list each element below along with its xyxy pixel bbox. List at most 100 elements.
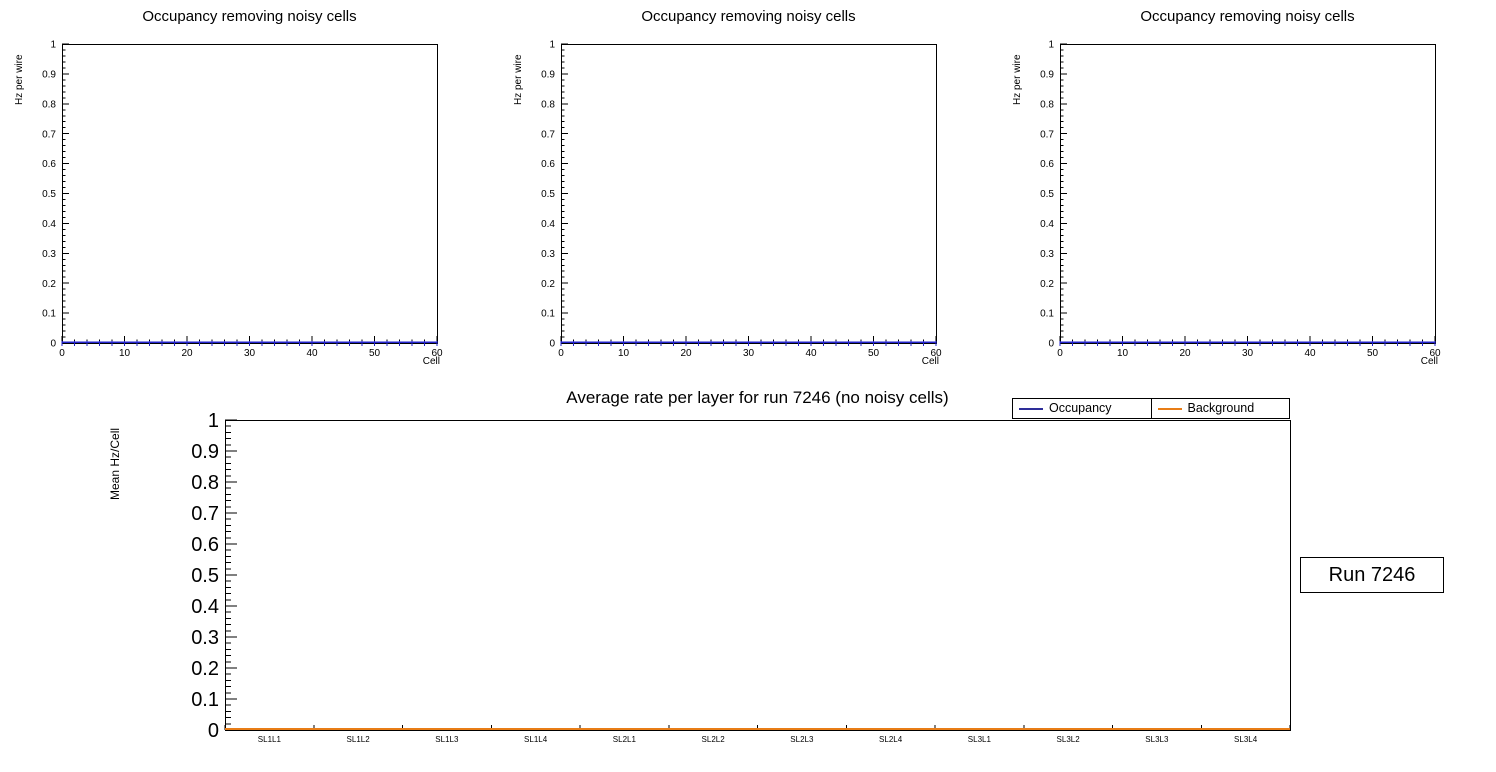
svg-text:SL1L1: SL1L1 xyxy=(258,735,282,744)
svg-text:10: 10 xyxy=(618,348,630,359)
svg-text:0.4: 0.4 xyxy=(1040,219,1054,230)
x-axis-title-occupancy-1: Cell xyxy=(422,356,440,367)
svg-text:0.4: 0.4 xyxy=(541,219,555,230)
svg-text:0.7: 0.7 xyxy=(1040,129,1054,140)
svg-text:0.8: 0.8 xyxy=(1040,99,1054,110)
svg-text:0: 0 xyxy=(558,348,564,359)
svg-text:0.2: 0.2 xyxy=(42,279,56,290)
svg-text:0.5: 0.5 xyxy=(541,189,555,200)
svg-text:10: 10 xyxy=(119,348,131,359)
x-axis-title-occupancy-3: Cell xyxy=(1420,356,1438,367)
svg-text:0: 0 xyxy=(1048,339,1054,350)
plot-area-occupancy-1: 00.10.20.30.40.50.60.70.80.910 10 20 30 40 50… xyxy=(42,40,443,359)
svg-text:0.9: 0.9 xyxy=(42,70,56,81)
svg-text:40: 40 xyxy=(306,348,318,359)
pad-occupancy-1: Occupancy removing noisy cells Hz per wi… xyxy=(0,0,498,375)
svg-text:60: 60 xyxy=(431,348,443,359)
svg-text:SL3L1: SL3L1 xyxy=(968,735,992,744)
legend: Occupancy Background xyxy=(1012,398,1290,419)
svg-text:50: 50 xyxy=(868,348,880,359)
run-number-label: Run 7246 xyxy=(1328,563,1416,586)
legend-label-background: Background xyxy=(1187,401,1255,416)
svg-text:0.7: 0.7 xyxy=(191,503,219,525)
chart-title-average-rate: Average rate per layer for run 7246 (no … xyxy=(566,388,949,407)
svg-text:40: 40 xyxy=(805,348,817,359)
chart-title-occupancy-2: Occupancy removing noisy cells xyxy=(641,8,856,25)
svg-text:0.7: 0.7 xyxy=(541,129,555,140)
legend-label-occupancy: Occupancy xyxy=(1049,401,1112,416)
svg-text:SL3L2: SL3L2 xyxy=(1057,735,1081,744)
svg-text:0.3: 0.3 xyxy=(1040,249,1054,260)
svg-text:0.8: 0.8 xyxy=(541,99,555,110)
svg-text:0.4: 0.4 xyxy=(191,596,219,618)
svg-text:20: 20 xyxy=(181,348,193,359)
svg-text:SL3L3: SL3L3 xyxy=(1145,735,1169,744)
svg-text:SL2L1: SL2L1 xyxy=(613,735,637,744)
svg-text:0: 0 xyxy=(59,348,65,359)
svg-text:0.8: 0.8 xyxy=(42,99,56,110)
svg-text:50: 50 xyxy=(1367,348,1379,359)
svg-text:50: 50 xyxy=(369,348,381,359)
svg-text:0: 0 xyxy=(1057,348,1063,359)
svg-text:SL1L4: SL1L4 xyxy=(524,735,548,744)
svg-text:40: 40 xyxy=(1304,348,1316,359)
svg-text:0.6: 0.6 xyxy=(541,159,555,170)
svg-text:0.2: 0.2 xyxy=(541,279,555,290)
legend-entry-background: Background xyxy=(1150,399,1290,418)
run-number-box: Run 7246 xyxy=(1300,557,1444,593)
svg-text:30: 30 xyxy=(244,348,256,359)
svg-text:SL1L3: SL1L3 xyxy=(435,735,459,744)
plot-area-average-rate: 0 0.1 0.2 0.3 0.4 0.5 0.6 0.7 0.8 0.9 1 SL1L1 SL1L2 S… xyxy=(191,410,1291,744)
svg-text:0.5: 0.5 xyxy=(1040,189,1054,200)
plot-area-occupancy-3: 00.10.20.30.40.50.60.70.80.910 10 20 30 40 50… xyxy=(1040,40,1441,359)
legend-entry-occupancy: Occupancy xyxy=(1013,399,1151,418)
svg-text:0.8: 0.8 xyxy=(191,472,219,494)
svg-text:SL2L4: SL2L4 xyxy=(879,735,903,744)
occupancy-line-swatch xyxy=(1019,407,1043,410)
svg-text:0.6: 0.6 xyxy=(42,159,56,170)
svg-text:60: 60 xyxy=(930,348,942,359)
svg-text:1: 1 xyxy=(549,40,555,51)
svg-text:SL2L2: SL2L2 xyxy=(702,735,726,744)
plot-area-occupancy-2: 00.10.20.30.40.50.60.70.80.910 10 20 30 40 50… xyxy=(541,40,942,359)
svg-text:0.5: 0.5 xyxy=(42,189,56,200)
chart-title-occupancy-3: Occupancy removing noisy cells xyxy=(1140,8,1355,25)
svg-text:0.9: 0.9 xyxy=(191,441,219,463)
svg-text:30: 30 xyxy=(743,348,755,359)
pad-average-rate: Average rate per layer for run 7246 (no … xyxy=(0,375,1496,772)
svg-text:60: 60 xyxy=(1429,348,1441,359)
svg-text:0.4: 0.4 xyxy=(42,219,56,230)
svg-text:0: 0 xyxy=(549,339,555,350)
svg-text:SL1L2: SL1L2 xyxy=(347,735,371,744)
svg-text:0.1: 0.1 xyxy=(42,309,56,320)
svg-text:20: 20 xyxy=(680,348,692,359)
svg-text:0.7: 0.7 xyxy=(42,129,56,140)
svg-text:20: 20 xyxy=(1179,348,1191,359)
svg-text:0: 0 xyxy=(208,720,219,742)
svg-text:0.2: 0.2 xyxy=(1040,279,1054,290)
svg-text:10: 10 xyxy=(1117,348,1129,359)
svg-text:0.3: 0.3 xyxy=(541,249,555,260)
svg-text:0.5: 0.5 xyxy=(191,565,219,587)
svg-text:SL2L3: SL2L3 xyxy=(790,735,814,744)
svg-text:0: 0 xyxy=(50,339,56,350)
svg-text:0.6: 0.6 xyxy=(1040,159,1054,170)
svg-text:0.9: 0.9 xyxy=(1040,70,1054,81)
pad-occupancy-2: Occupancy removing noisy cells Hz per wi… xyxy=(499,0,997,375)
svg-text:0.6: 0.6 xyxy=(191,534,219,556)
svg-text:1: 1 xyxy=(208,410,219,432)
background-line-swatch xyxy=(1157,407,1182,410)
svg-text:1: 1 xyxy=(50,40,56,51)
svg-text:0.1: 0.1 xyxy=(541,309,555,320)
svg-text:0.3: 0.3 xyxy=(191,627,219,649)
svg-text:0.3: 0.3 xyxy=(42,249,56,260)
svg-text:SL3L4: SL3L4 xyxy=(1234,735,1258,744)
x-axis-title-occupancy-2: Cell xyxy=(921,356,939,367)
pad-occupancy-3: Occupancy removing noisy cells Hz per wi… xyxy=(998,0,1496,375)
svg-text:0.1: 0.1 xyxy=(1040,309,1054,320)
svg-text:0.2: 0.2 xyxy=(191,658,219,680)
chart-title-occupancy-1: Occupancy removing noisy cells xyxy=(142,8,357,25)
svg-text:0.1: 0.1 xyxy=(191,689,219,711)
svg-text:1: 1 xyxy=(1048,40,1054,51)
